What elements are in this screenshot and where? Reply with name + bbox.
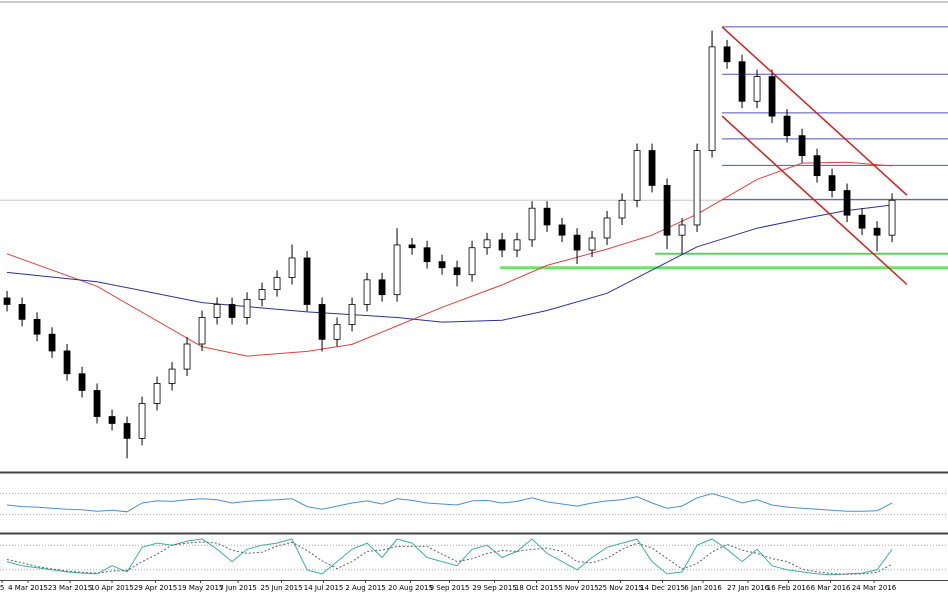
candle-body (738, 61, 746, 102)
x-tick-label: 4 Mar 2015 (8, 584, 48, 592)
candle-body (468, 247, 476, 276)
candle-body (63, 350, 71, 375)
candle-body (768, 76, 776, 117)
candle-body (798, 135, 806, 157)
candle-body (318, 304, 326, 340)
x-tick-label: 27 Jan 2016 (727, 584, 770, 592)
x-tick-label: 20 Aug 2015 (388, 584, 433, 592)
candle-body (573, 234, 581, 251)
indicator-line (6, 493, 893, 513)
indicator-line (6, 538, 893, 576)
candle-body (213, 304, 221, 318)
x-tick-label: 10 Apr 2015 (90, 584, 133, 592)
candle-body (513, 239, 521, 251)
candle-body (528, 207, 536, 241)
x-tick-label: 19 May 2015 (178, 584, 224, 592)
x-tick-label: 14 Dec 2015 (640, 584, 685, 592)
trend-line (721, 26, 908, 196)
candle-body (753, 76, 761, 102)
candle-body (33, 318, 41, 335)
candle-body (303, 257, 311, 305)
candle-body (393, 244, 401, 296)
candle-body (693, 150, 701, 226)
candle-body (708, 46, 716, 151)
x-tick-label: 29 Sep 2015 (472, 584, 516, 592)
candle-body (18, 304, 26, 320)
candle-body (498, 239, 506, 251)
candle-body (48, 333, 56, 352)
candle-body (813, 155, 821, 177)
trend-line (721, 115, 908, 286)
candle-body (828, 175, 836, 191)
candle-body (108, 416, 116, 424)
candle-body (633, 150, 641, 201)
candle-body (783, 115, 791, 137)
indicator-line (6, 541, 893, 575)
x-tick-label: 9 Sep 2015 (430, 584, 470, 592)
candle-body (138, 403, 146, 439)
x-tick-label: 7 Jun 2015 (219, 584, 257, 592)
x-tick-label: 14 Jul 2015 (304, 584, 344, 592)
x-tick-label: 2 Aug 2015 (345, 584, 385, 592)
candle-body (873, 227, 881, 236)
candle-body (93, 390, 101, 417)
candle-body (438, 261, 446, 269)
candle-body (723, 46, 731, 63)
x-tick-label: 29 Apr 2015 (134, 584, 177, 592)
candle-body (663, 185, 671, 236)
candle-body (888, 199, 896, 236)
candle-body (618, 199, 626, 219)
x-tick-label: 25 Nov 2015 (598, 584, 643, 592)
candle-body (363, 279, 371, 305)
candle-body (243, 298, 251, 318)
candle-body (378, 279, 386, 296)
candle-body (198, 317, 206, 345)
moving-average (6, 161, 893, 357)
candle-body (123, 423, 131, 439)
candle-body (288, 257, 296, 278)
x-tick-label: 23 Mar 2015 (48, 584, 92, 592)
candle-body (333, 324, 341, 340)
x-tick-label: 16 Feb 2016 (767, 584, 811, 592)
x-tick-label: 18 Oct 2015 (515, 584, 558, 592)
candle-body (558, 224, 566, 236)
candle-body (603, 217, 611, 239)
candle-body (78, 373, 86, 391)
candle-body (678, 224, 686, 236)
x-tick-label: 6 Mar 2016 (811, 584, 851, 592)
candle-body (168, 368, 176, 384)
moving-average (6, 204, 893, 323)
candle-body (3, 297, 11, 305)
candle-body (858, 214, 866, 229)
candle-body (483, 239, 491, 249)
candle-body (408, 244, 416, 249)
candle-body (153, 383, 161, 404)
candle-body (258, 289, 266, 300)
candle-body (453, 267, 461, 276)
x-tick-label: 24 Mar 2016 (852, 584, 897, 592)
candle-body (348, 304, 356, 325)
x-tick-label: 25 Jun 2015 (260, 584, 302, 592)
candle-body (648, 150, 656, 186)
x-tick-label: 5 Nov 2015 (558, 584, 598, 592)
candle-body (423, 247, 431, 263)
candle-body (273, 277, 281, 290)
candle-body (543, 207, 551, 226)
candle-body (183, 343, 191, 370)
x-tick-label: 6 Jan 2016 (684, 584, 722, 592)
candle-body (843, 190, 851, 216)
x-tick-label: 5 (0, 584, 4, 592)
candle-body (588, 237, 596, 251)
candle-body (228, 304, 236, 318)
